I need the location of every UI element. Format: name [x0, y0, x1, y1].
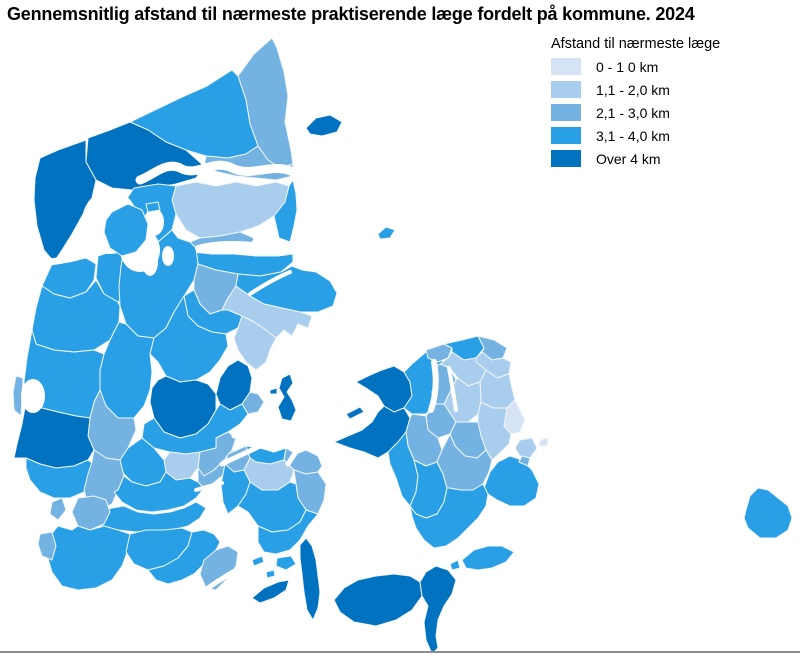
limfjord-water [135, 160, 298, 185]
flensborg-fjord-water [205, 561, 251, 591]
region-roemoe [37, 531, 57, 561]
region-toender [45, 525, 131, 591]
legend-item: 1,1 - 2,0 km [551, 81, 781, 98]
legend-swatch-3-4km [551, 127, 581, 144]
legend-item: 0 - 1 0 km [551, 58, 781, 75]
legend-swatch-2-3km [551, 104, 581, 121]
legend-label: 0 - 1 0 km [596, 58, 659, 75]
randers-fjord-water [248, 270, 292, 296]
legend-label: 2,1 - 3,0 km [596, 104, 670, 121]
isefjord-water [428, 359, 439, 413]
horsens-fjord-water [231, 418, 271, 439]
region-sejeroe [345, 406, 365, 420]
region-klit-strip [12, 375, 24, 417]
ringkoebing-fjord-water [21, 379, 45, 413]
region-stevns [483, 455, 540, 507]
region-kalundborg [333, 405, 411, 459]
thyboroen-channel-water [46, 248, 96, 266]
region-archipelago-2 [265, 569, 276, 579]
region-aeroe [251, 579, 290, 604]
region-amager [514, 437, 538, 459]
region-samsoe [277, 373, 297, 422]
region-archipelago-1 [251, 555, 265, 567]
legend-label: 1,1 - 2,0 km [596, 81, 670, 98]
odense-fjord-water [285, 444, 302, 467]
region-fur [145, 201, 161, 213]
legend-item: 2,1 - 3,0 km [551, 104, 781, 121]
bottom-divider-rule [0, 651, 800, 653]
legend-swatch-0-1km [551, 58, 581, 75]
legend-title: Afstand til nærmeste læge [551, 36, 721, 52]
region-laesoe [305, 114, 343, 137]
region-bogoe [449, 559, 461, 571]
legend-label: Over 4 km [596, 150, 661, 167]
region-fanoe [49, 497, 67, 521]
region-saltholm [538, 437, 549, 447]
region-langeland [299, 537, 321, 621]
region-soenderborg [147, 529, 221, 585]
legend-swatch-1-2km [551, 81, 581, 98]
roskilde-fjord-water [447, 366, 458, 412]
hjarbaek-fjord-water [162, 246, 174, 266]
region-odsherred [355, 365, 413, 413]
region-bornholm [743, 487, 793, 539]
region-silkeborg-nord [149, 295, 229, 383]
map-legend: Afstand til nærmeste læge 0 - 1 0 km 1,1… [551, 36, 781, 173]
region-svendborg [257, 509, 319, 555]
mariager-fjord-water [195, 240, 295, 251]
region-aalborg [171, 181, 290, 239]
vejle-fjord-water [219, 444, 261, 467]
limfjord-broads3-water [144, 208, 164, 236]
region-hals-kyst [273, 179, 298, 243]
region-vordingborg [409, 483, 489, 549]
region-thisted [33, 139, 97, 263]
region-moen [461, 545, 515, 571]
region-dragoer [518, 455, 531, 467]
region-jammerbugt [85, 121, 205, 191]
region-falster [419, 565, 457, 655]
region-horsens [141, 403, 249, 455]
region-taasinge [275, 555, 297, 571]
region-aarhus [233, 315, 277, 371]
region-tunoe [269, 387, 278, 395]
region-kolding [113, 471, 205, 513]
region-toender-nv [71, 495, 111, 531]
page-title: Gennemsnitlig afstand til nærmeste prakt… [7, 4, 695, 24]
legend-item: Over 4 km [551, 150, 781, 167]
legend-item: 3,1 - 4,0 km [551, 127, 781, 144]
skive-fjord-water [142, 248, 158, 276]
legend-label: 3,1 - 4,0 km [596, 127, 670, 144]
region-anholt [377, 226, 396, 240]
legend-swatch-over-4km [551, 150, 581, 167]
region-lolland [333, 573, 423, 627]
kolding-fjord-water [194, 481, 224, 492]
region-mors [103, 203, 149, 257]
